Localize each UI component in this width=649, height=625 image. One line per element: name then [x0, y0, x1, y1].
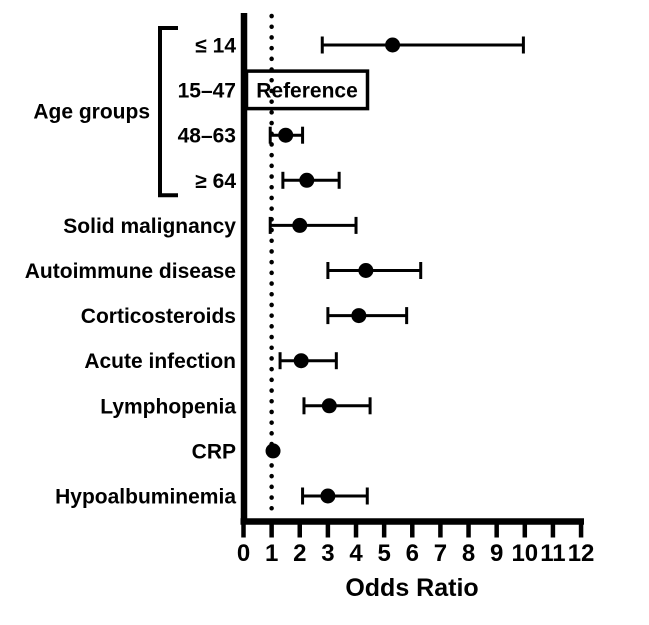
row-label-14: ≤ 14 — [195, 35, 236, 58]
row-label-lymphopenia: Lymphopenia — [100, 395, 236, 418]
row-label-solid-malignancy: Solid malignancy — [63, 215, 236, 238]
age-groups-label: Age groups — [33, 101, 150, 124]
x-tick-label-8: 8 — [462, 540, 475, 567]
age-groups-bracket — [158, 26, 178, 198]
row-label-48-63: 48–63 — [178, 125, 236, 148]
or-marker-64 — [299, 172, 315, 188]
x-tick-label-0: 0 — [237, 540, 250, 567]
x-tick-label-11: 11 — [540, 540, 565, 567]
or-marker-48-63 — [278, 127, 294, 143]
reference-label: Reference — [256, 80, 358, 103]
x-tick-label-9: 9 — [490, 540, 503, 567]
row-label-15-47: 15–47 — [178, 80, 236, 103]
row-label-autoimmune-disease: Autoimmune disease — [25, 260, 236, 283]
or-marker-corticosteroids — [351, 308, 367, 324]
x-tick-label-4: 4 — [349, 540, 363, 567]
x-tick-label-1: 1 — [265, 540, 278, 567]
row-label-crp: CRP — [192, 440, 236, 463]
row-label-acute-infection: Acute infection — [84, 350, 236, 373]
x-axis-title: Odds Ratio — [345, 574, 478, 602]
x-tick-label-10: 10 — [511, 540, 538, 567]
x-tick-label-2: 2 — [293, 540, 306, 567]
row-label-64: ≥ 64 — [195, 170, 236, 193]
x-tick-label-12: 12 — [568, 540, 595, 567]
or-marker-crp — [265, 443, 281, 459]
x-tick-label-7: 7 — [434, 540, 447, 567]
x-tick-label-6: 6 — [406, 540, 419, 567]
or-marker-solid-malignancy — [292, 217, 308, 233]
row-label-corticosteroids: Corticosteroids — [81, 305, 236, 328]
or-marker-hypoalbuminemia — [320, 488, 336, 504]
or-marker-acute-infection — [293, 353, 309, 369]
x-tick-label-5: 5 — [377, 540, 390, 567]
x-tick-label-3: 3 — [321, 540, 334, 567]
row-label-hypoalbuminemia: Hypoalbuminemia — [55, 486, 236, 509]
or-marker-14 — [385, 37, 401, 53]
or-marker-lymphopenia — [321, 398, 337, 414]
or-marker-autoimmune-disease — [358, 263, 374, 278]
